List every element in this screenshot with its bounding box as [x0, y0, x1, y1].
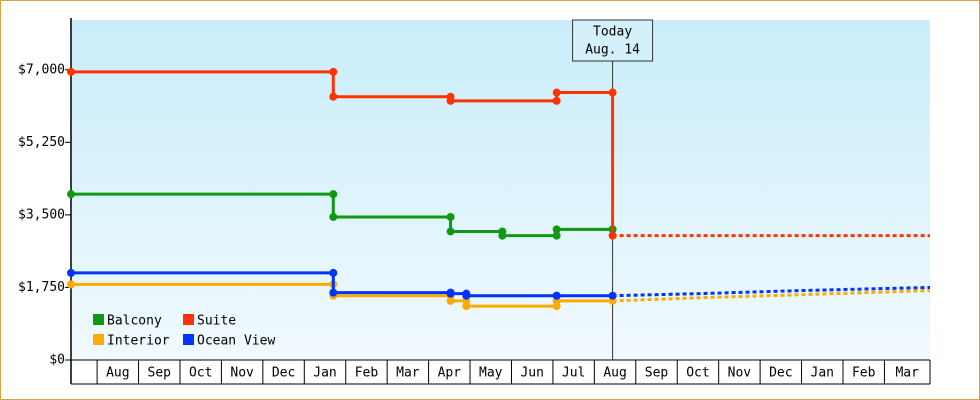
y-tick-label: $0	[49, 353, 65, 368]
x-tick-label: Mar	[396, 366, 420, 381]
point	[67, 190, 75, 199]
x-tick-label: Dec	[769, 366, 792, 381]
legend-label: Ocean View	[197, 334, 275, 349]
forecast-line	[612, 289, 931, 303]
point	[329, 190, 338, 199]
plot-area	[71, 20, 930, 360]
forecast-line	[612, 285, 931, 298]
x-tick-label: Oct	[189, 366, 212, 381]
legend-label: Balcony	[107, 314, 162, 329]
point	[462, 291, 471, 300]
point	[67, 67, 75, 76]
point	[552, 225, 561, 234]
y-tick-label: $1,750	[18, 280, 65, 295]
point	[329, 212, 338, 221]
point	[67, 280, 75, 289]
point	[446, 212, 455, 221]
today-date: Aug. 14	[585, 43, 640, 58]
point	[608, 231, 617, 240]
point	[446, 227, 455, 236]
x-tick-label: Jan	[313, 366, 336, 381]
point	[329, 92, 338, 101]
point	[329, 67, 338, 76]
x-tick-label: Jun	[520, 366, 543, 381]
point	[462, 302, 471, 311]
x-tick-label: Apr	[438, 366, 462, 381]
x-tick-label: Nov	[230, 366, 254, 381]
today-box	[572, 19, 654, 62]
point	[446, 296, 455, 305]
x-tick-label: Sep	[148, 366, 172, 381]
legend-swatch	[93, 314, 104, 325]
point	[608, 88, 617, 97]
point	[67, 268, 75, 277]
y-tick-label: $5,250	[18, 135, 65, 150]
point	[329, 268, 338, 277]
point	[446, 96, 455, 105]
legend-label: Interior	[107, 334, 170, 349]
x-tick-label: May	[479, 366, 503, 381]
point	[552, 88, 561, 97]
point	[446, 289, 455, 298]
x-tick-label: Aug	[106, 366, 129, 381]
x-tick-label: Jul	[562, 366, 585, 381]
x-tick-label: Sep	[645, 366, 669, 381]
x-tick-label: Dec	[272, 366, 295, 381]
point	[608, 291, 617, 300]
x-tick-label: Feb	[852, 366, 876, 381]
x-tick-label: Feb	[355, 366, 379, 381]
point	[329, 288, 338, 297]
point	[552, 96, 561, 105]
x-tick-label: Nov	[728, 366, 752, 381]
x-tick-label: Mar	[895, 366, 919, 381]
y-tick-label: $7,000	[18, 62, 65, 77]
legend-swatch	[183, 334, 194, 345]
y-tick-label: $3,500	[18, 207, 65, 222]
legend-swatch	[183, 314, 194, 325]
legend-label: Suite	[197, 314, 236, 329]
x-tick-label: Aug	[603, 366, 626, 381]
today-label: Today	[593, 25, 632, 40]
point	[498, 231, 507, 240]
point	[552, 291, 561, 300]
legend-swatch	[93, 334, 104, 345]
x-tick-label: Oct	[686, 366, 709, 381]
x-tick-label: Jan	[811, 366, 834, 381]
point	[552, 231, 561, 240]
